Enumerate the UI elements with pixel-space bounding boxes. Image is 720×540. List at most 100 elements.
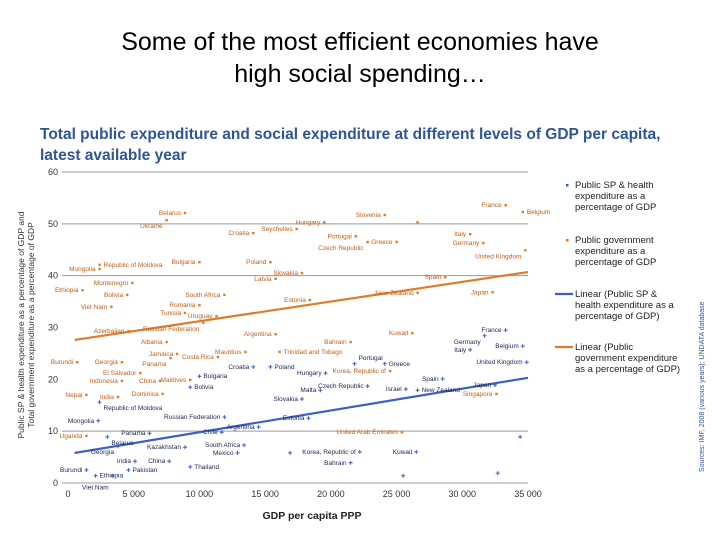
legend-label: expenditure as a [575, 246, 646, 257]
data-point [354, 235, 358, 238]
data-point-label: Seychelles [261, 226, 293, 233]
data-point-label: Republic of Moldova [104, 262, 163, 269]
data-point [197, 374, 202, 379]
legend-label: government expenditure [575, 353, 677, 364]
data-point-label: Panama [121, 430, 146, 437]
data-point [323, 371, 328, 376]
data-point-label: Argentina [227, 424, 255, 431]
data-point-label: Bolivia [104, 292, 124, 299]
data-point [415, 388, 420, 393]
data-point [295, 227, 298, 231]
data-point [256, 425, 261, 430]
data-point-label: France [481, 327, 502, 334]
y-tick-label: 40 [48, 271, 58, 281]
y-axis-label: Public SP & health expenditure as a perc… [16, 211, 36, 438]
data-point [318, 388, 323, 393]
data-point [349, 340, 352, 344]
data-point [416, 291, 419, 294]
data-point [183, 211, 187, 215]
legend-marker [566, 239, 569, 242]
data-point-label: Latvia [254, 276, 272, 283]
data-point-label: United Kingdom [476, 359, 522, 366]
data-point [133, 459, 138, 464]
data-point [93, 473, 98, 478]
data-point [395, 240, 398, 244]
x-axis-label: GDP per capita PPP [262, 510, 361, 522]
chart-subtitle: Total public expenditure and social expe… [40, 124, 710, 166]
data-point-label: Argentina [244, 331, 272, 338]
data-point [165, 219, 168, 222]
data-point-label: Indonesia [90, 378, 119, 385]
subtitle-line-2: latest available year [40, 147, 187, 164]
data-point-label: Viet Nam [81, 304, 108, 311]
legend-label: Public SP & health [575, 180, 654, 191]
data-point [98, 263, 101, 266]
data-point [215, 314, 218, 318]
data-point-label: South Africa [205, 442, 240, 449]
data-point [110, 305, 113, 308]
data-point [198, 304, 201, 307]
data-point [403, 387, 408, 392]
data-point-label: Belarus [159, 210, 182, 217]
data-point [96, 418, 101, 423]
data-point [202, 321, 205, 325]
data-point-label: Mexico [213, 450, 234, 457]
data-point [416, 221, 419, 224]
data-point [274, 333, 277, 336]
data-point-label: Bulgaria [172, 259, 196, 266]
data-point [244, 350, 247, 354]
data-point-label: Spain [425, 274, 442, 281]
x-tick-label: 35 000 [514, 489, 542, 499]
data-point [414, 449, 419, 454]
data-point-label: United Arab Emirates [336, 429, 398, 436]
data-point [120, 379, 124, 383]
data-point [278, 350, 281, 354]
data-point [98, 267, 101, 271]
data-point [365, 384, 370, 389]
data-point-label: Kuwait [393, 449, 413, 456]
data-point [491, 291, 494, 294]
data-point [268, 364, 273, 369]
data-point-label: New Zealand [375, 290, 414, 297]
data-point [127, 329, 130, 333]
trendlines [74, 270, 529, 455]
data-point [110, 473, 115, 478]
y-tick-label: 10 [48, 426, 58, 436]
x-tick-label: 20 000 [317, 489, 345, 499]
data-point [444, 276, 447, 279]
data-point [366, 240, 369, 244]
data-point [269, 260, 272, 264]
data-point [524, 360, 529, 365]
data-point [520, 344, 525, 349]
y-axis-ticks: 0 10 20 30 40 50 60 [48, 167, 58, 488]
data-point-label: Croatia [228, 230, 249, 237]
data-point [323, 221, 326, 224]
data-point [76, 361, 79, 364]
data-point [188, 464, 193, 469]
data-point [188, 385, 193, 390]
data-point-label: Italy [454, 231, 467, 238]
data-point-label: Jamaica [149, 351, 174, 358]
data-point [167, 459, 172, 464]
trendline [74, 270, 529, 342]
data-point-label: Portugal [328, 233, 353, 240]
data-point-label: Poland [246, 259, 267, 266]
data-point-label: Portugal [359, 355, 384, 362]
data-point [97, 400, 102, 405]
data-point-label: Thailand [194, 464, 219, 471]
data-point [503, 328, 508, 333]
data-point-label: Hungary [296, 219, 321, 226]
data-point-label: El Salvador [103, 370, 137, 377]
data-point [219, 430, 224, 435]
data-point-label: Hungary [297, 370, 322, 377]
data-point [183, 311, 187, 315]
data-point [524, 249, 527, 252]
y-axis-label-line-1: Public SP & health expenditure as a perc… [16, 211, 26, 438]
data-point-label: Greece [371, 239, 393, 246]
data-point [306, 416, 311, 421]
data-point [116, 395, 120, 399]
data-point [223, 293, 226, 297]
legend-label: as a percentage of GDP) [575, 364, 680, 375]
legend-label: percentage of GDP [575, 257, 656, 268]
